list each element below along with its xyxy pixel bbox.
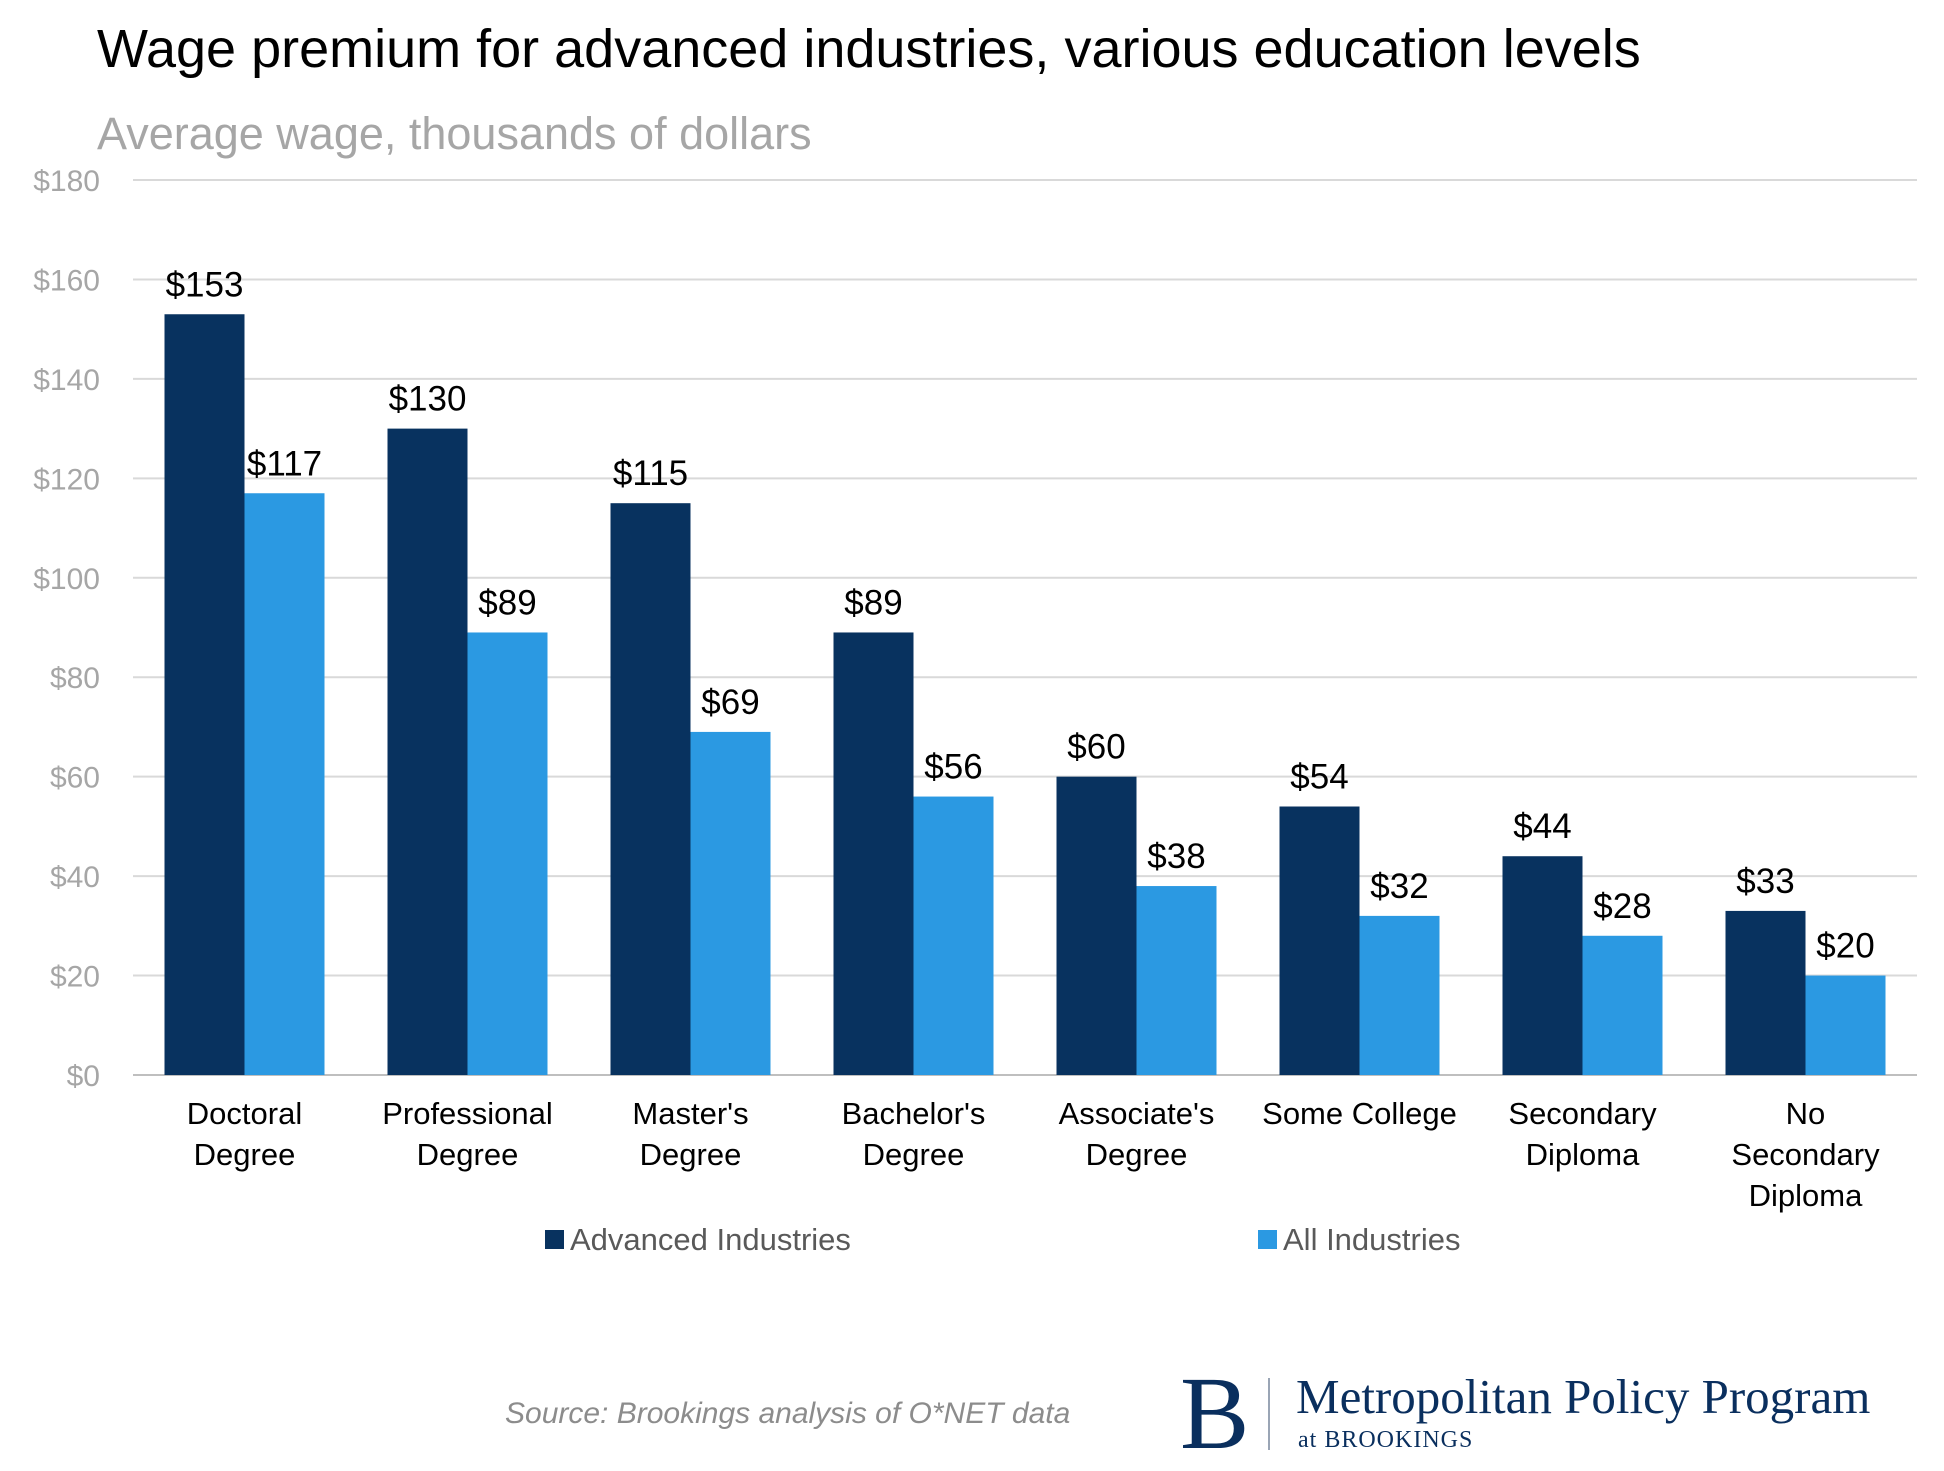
y-axis-ticks: $0 $20 $40 $60 $80 $100 $120 $140 $160 $180 [33, 165, 100, 1093]
category-label-line: Associate's [1059, 1096, 1215, 1131]
data-label: $115 [613, 454, 688, 493]
data-label: $153 [166, 265, 244, 304]
y-tick-label: $160 [33, 264, 100, 297]
y-tick-label: $80 [50, 662, 100, 695]
bar [913, 796, 994, 1075]
data-label: $89 [844, 583, 902, 622]
bars [164, 314, 1886, 1076]
category-label-line: Doctoral [187, 1096, 302, 1131]
bar [1056, 776, 1137, 1075]
logo-subtitle: at BROOKINGS [1298, 1427, 1474, 1453]
brookings-logo-letter: B [1180, 1356, 1250, 1471]
bar [1582, 935, 1663, 1075]
category-label: Master's Degree [632, 1096, 748, 1172]
data-label: $20 [1816, 927, 1874, 966]
chart-subtitle: Average wage, thousands of dollars [97, 108, 812, 159]
category-label-line: Degree [417, 1137, 519, 1172]
logo-divider [1268, 1378, 1270, 1450]
y-tick-label: $40 [50, 861, 100, 894]
category-label-line: No [1786, 1096, 1826, 1131]
y-tick-label: $140 [33, 364, 100, 397]
category-label-line: Degree [1086, 1137, 1188, 1172]
y-tick-label: $60 [50, 762, 100, 795]
bar-chart: $0$20$40$60$80$100$120$140$160$180 $153$… [33, 165, 1917, 1257]
data-label: $44 [1513, 807, 1571, 846]
legend: Advanced Industries All Industries [545, 1222, 1460, 1257]
y-tick-label: $120 [33, 463, 100, 496]
category-label: Doctoral Degree [187, 1096, 302, 1172]
chart-title: Wage premium for advanced industries, va… [97, 19, 1641, 79]
category-label-line: Some College [1262, 1096, 1457, 1131]
bar [467, 632, 548, 1075]
logo-program-name: Metropolitan Policy Program [1296, 1369, 1871, 1424]
bar [833, 632, 914, 1075]
category-label: Secondary Diploma [1508, 1096, 1657, 1172]
y-tick-label: $180 [33, 165, 100, 198]
bar [1502, 856, 1583, 1075]
category-label-line: Degree [640, 1137, 742, 1172]
category-label-line: Professional [382, 1096, 553, 1131]
bar [1136, 886, 1217, 1075]
data-label: $56 [924, 748, 982, 787]
bar [387, 428, 468, 1076]
y-tick-label: $0 [67, 1060, 100, 1093]
data-label: $32 [1370, 867, 1428, 906]
data-labels: $153 $117 $130 $89 $115 $69 $89 $56 $60 $38 $54 $32… [166, 265, 1875, 965]
bar [1805, 975, 1886, 1075]
data-label: $117 [247, 444, 322, 483]
category-label: Professional Degree [382, 1096, 553, 1172]
category-label-line: Diploma [1526, 1137, 1640, 1172]
legend-label: All Industries [1283, 1222, 1460, 1257]
y-tick-label: $20 [50, 961, 100, 994]
data-label: $130 [389, 380, 467, 419]
category-label-line: Master's [632, 1096, 748, 1131]
category-label-line: Bachelor's [842, 1096, 986, 1131]
data-label: $38 [1147, 837, 1205, 876]
category-label: Some College [1262, 1096, 1457, 1131]
bar [164, 314, 245, 1075]
category-label-line: Diploma [1749, 1178, 1863, 1213]
bar [690, 731, 771, 1075]
category-label-line: Secondary [1731, 1137, 1880, 1172]
y-tick-label: $100 [33, 563, 100, 596]
category-label: Associate's Degree [1059, 1096, 1215, 1172]
legend-swatch [545, 1230, 564, 1249]
category-label-line: Degree [194, 1137, 296, 1172]
category-label-line: Degree [863, 1137, 965, 1172]
category-label-line: Secondary [1508, 1096, 1657, 1131]
legend-label: Advanced Industries [570, 1222, 851, 1257]
bar [610, 503, 691, 1075]
bar [1279, 806, 1360, 1075]
source-note: Source: Brookings analysis of O*NET data [505, 1397, 1071, 1430]
bar [1359, 915, 1440, 1075]
category-label: No Secondary Diploma [1731, 1096, 1880, 1213]
data-label: $89 [478, 583, 536, 622]
data-label: $60 [1067, 728, 1125, 767]
data-label: $33 [1736, 862, 1794, 901]
bar [244, 493, 325, 1075]
data-label: $54 [1290, 758, 1348, 797]
bar [1725, 910, 1806, 1075]
data-label: $28 [1593, 887, 1651, 926]
data-label: $69 [701, 683, 759, 722]
category-label: Bachelor's Degree [842, 1096, 986, 1172]
legend-swatch [1258, 1230, 1277, 1249]
